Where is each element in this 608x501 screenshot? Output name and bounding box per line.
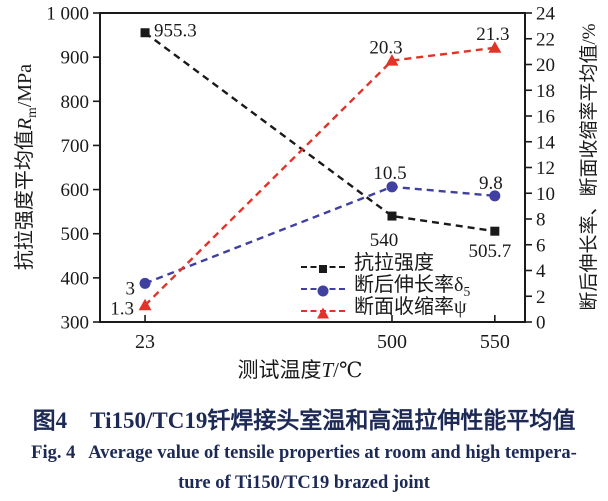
legend-subscript: 5 (463, 284, 471, 299)
x-axis-tick-label: 500 (377, 331, 407, 353)
data-point-label: 21.3 (476, 24, 509, 45)
data-point-label: 10.5 (373, 163, 406, 184)
right-axis-title-text: 断后伸长率、断面收缩率平均值/% (579, 23, 600, 311)
left-axis-tick-label: 300 (61, 313, 90, 334)
legend-label-tensile-strength: 抗拉强度 (354, 253, 434, 280)
right-axis-tick-label: 24 (536, 4, 556, 25)
left-axis-tick-label: 900 (61, 48, 90, 69)
data-marker-square (490, 226, 500, 236)
caption-english-line1: Fig. 4 Average value of tensile properti… (31, 443, 577, 463)
right-axis-tick-label: 8 (536, 210, 546, 231)
caption-english-line2: ture of Ti150/TC19 brazed joint (178, 473, 430, 493)
data-point-label: 955.3 (154, 21, 197, 42)
x-axis-tick-label: 550 (480, 331, 510, 353)
left-axis-tick-label: 500 (61, 224, 90, 245)
legend-label-reduction-of-area: 断面收缩率ψ (354, 297, 467, 324)
left-axis-tick-label: 700 (61, 136, 90, 157)
legend-item-tensile-strength: 抗拉强度 (301, 253, 470, 280)
circle-marker-icon (317, 285, 329, 296)
left-axis-tick-label: 400 (61, 268, 90, 289)
data-point-label: 9.8 (479, 173, 503, 194)
legend: 抗拉强度 断后伸长率δ5 断面收缩率ψ (301, 253, 470, 324)
data-marker-triangle (138, 298, 152, 311)
legend-dashed-line-sample (301, 285, 345, 296)
right-axis-tick-label: 12 (536, 158, 555, 179)
left-axis-symbol: R (14, 117, 36, 131)
x-axis-tick-label: 23 (135, 331, 155, 353)
x-axis-symbol: T (321, 358, 334, 382)
legend-item-elongation: 断后伸长率δ5 (301, 275, 470, 302)
legend-dashed-line-sample (301, 264, 345, 273)
right-axis-tick-label: 14 (536, 132, 556, 153)
right-axis-tick-label: 20 (536, 55, 555, 76)
data-marker-triangle (488, 41, 502, 53)
data-marker-square (140, 28, 150, 38)
right-axis-tick-label: 0 (536, 313, 546, 334)
right-axis-tick-label: 10 (536, 184, 555, 205)
data-marker-circle (139, 277, 151, 289)
right-axis-tick-label: 18 (536, 81, 555, 102)
data-point-label: 540 (370, 230, 399, 251)
x-axis-title-text: 测试温度 (237, 358, 322, 382)
data-point-label: 20.3 (369, 38, 402, 59)
right-axis-tick-label: 6 (536, 235, 546, 256)
right-axis-tick-label: 2 (536, 287, 546, 308)
left-axis-title-text: 抗拉强度平均值 (14, 130, 36, 271)
legend-label-elongation: 断后伸长率δ5 (354, 275, 470, 302)
legend-dashed-line-sample (301, 307, 345, 318)
x-axis-unit: /℃ (333, 358, 363, 382)
data-marker-square (387, 211, 397, 221)
left-axis-tick-label: 1 000 (46, 4, 89, 25)
left-axis-tick-label: 600 (61, 180, 90, 201)
caption-chinese: 图4 Ti150/TC19钎焊接头室温和高温拉伸性能平均值 (32, 408, 576, 433)
series-line-0 (144, 31, 495, 233)
data-point-label: 1.3 (110, 298, 134, 319)
right-axis-tick-label: 16 (536, 107, 555, 128)
x-axis-title: 测试温度T/℃ (150, 354, 450, 384)
right-axis-tick-label: 4 (536, 261, 546, 282)
data-marker-triangle (385, 54, 399, 66)
data-point-label: 505.7 (468, 241, 511, 262)
left-axis-title: 抗拉强度平均值Rm/MPa (8, 0, 39, 337)
right-axis-title: 断后伸长率、断面收缩率平均值/% (574, 0, 600, 347)
left-axis-unit: /MPa (14, 63, 36, 108)
left-axis-symbol-subscript: m (24, 107, 39, 118)
data-point-label: 3 (126, 278, 136, 299)
legend-text: 断后伸长率δ (354, 274, 464, 296)
legend-text: 断面收缩率ψ (354, 296, 467, 318)
square-marker-icon (319, 264, 327, 273)
data-marker-circle (489, 190, 501, 202)
triangle-marker-icon (317, 307, 329, 318)
legend-text: 抗拉强度 (354, 252, 434, 274)
legend-item-reduction-of-area: 断面收缩率ψ (301, 297, 470, 324)
data-marker-circle (386, 181, 398, 193)
left-axis-tick-label: 800 (61, 92, 90, 113)
right-axis-tick-label: 22 (536, 29, 555, 50)
